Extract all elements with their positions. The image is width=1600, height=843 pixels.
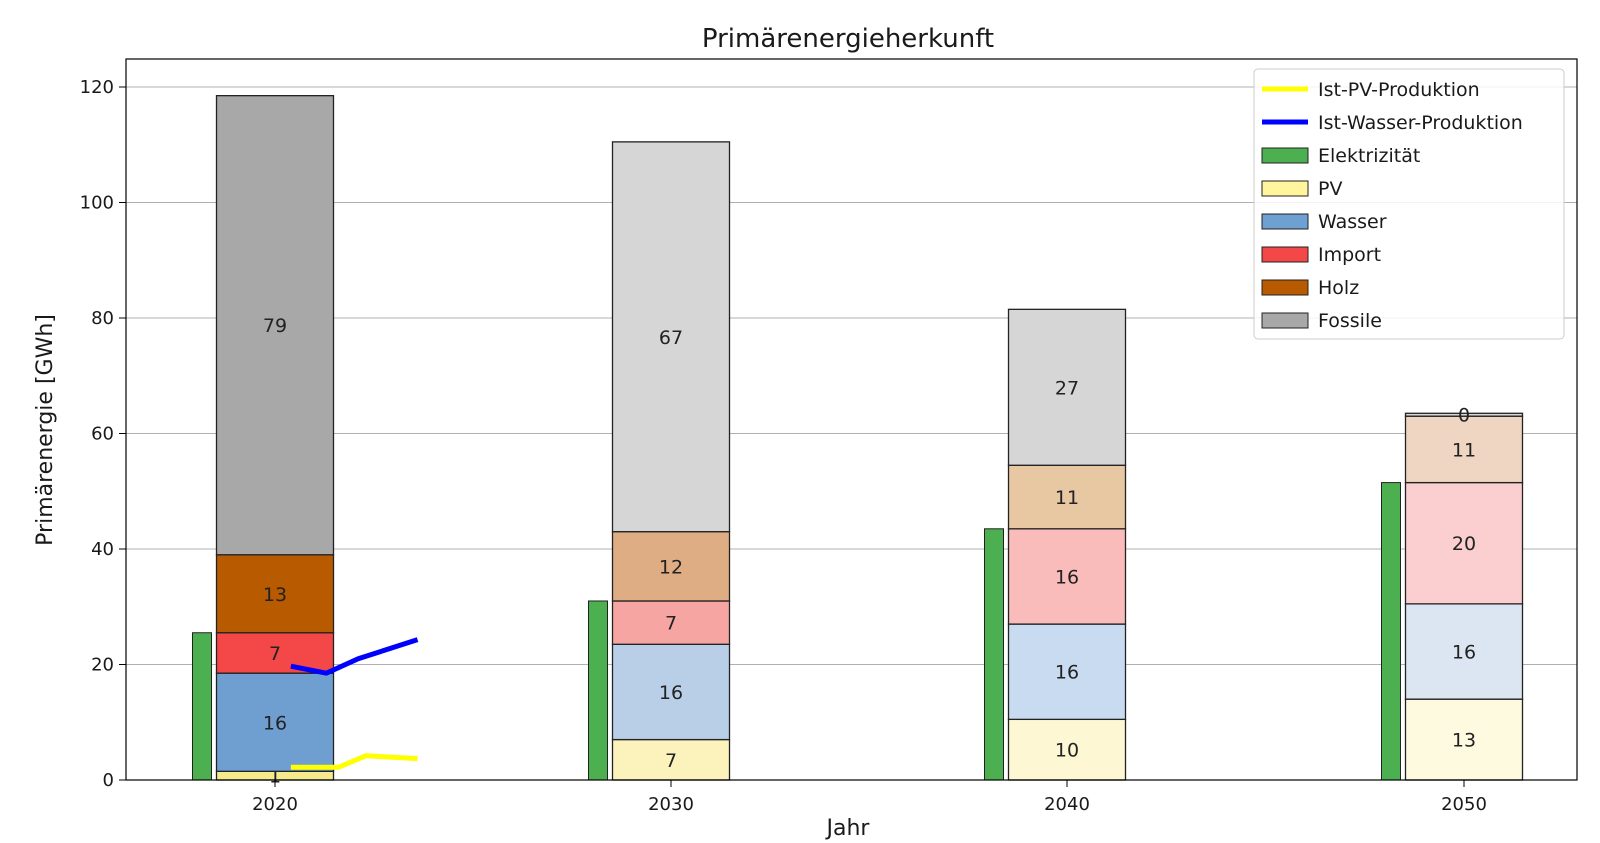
bar-segment-fossile (1007, 308, 1127, 466)
legend-patch-swatch (1261, 312, 1309, 329)
legend-patch-swatch (1261, 147, 1309, 164)
bar-segment-label: 7 (665, 613, 677, 635)
line-ist-pv-produktion (290, 753, 418, 770)
bar-segment-fossile (1404, 412, 1524, 417)
bar-segment-wasser (215, 672, 335, 772)
x-tick-label: 2030 (648, 794, 694, 815)
legend-entry-label: PV (1318, 178, 1342, 200)
chart-title: Primärenergieherkunft (702, 24, 994, 54)
bar-segment-pv (1007, 718, 1127, 781)
plot-frame (125, 58, 1578, 781)
bar-segment-label: 16 (263, 712, 287, 734)
bar-segment-import (1404, 481, 1524, 605)
bar-segment-label: 7 (665, 750, 677, 772)
bar-segment-label: 16 (1055, 662, 1079, 684)
bar-elektrizitaet (1381, 482, 1401, 781)
line-ist-wasser-produktion (290, 637, 419, 676)
bar-segment-label: 67 (659, 327, 683, 349)
bar-segment-pv (1404, 698, 1524, 781)
y-tick-label: 40 (91, 539, 114, 560)
y-tick-label: 20 (91, 655, 114, 676)
x-tick-label: 2050 (1441, 794, 1487, 815)
y-tick-label: 120 (80, 77, 114, 98)
legend-entry-label: Ist-PV-Produktion (1318, 79, 1480, 101)
y-axis-label: Primärenergie [GWh] (33, 314, 58, 546)
x-tick-label: 2040 (1044, 794, 1090, 815)
grid-lines (126, 86, 1577, 781)
y-tick-label: 0 (103, 770, 114, 791)
bar-segment-import (215, 632, 335, 674)
bar-segment-import (1007, 528, 1127, 625)
bar-segment-label: 11 (1452, 439, 1476, 461)
y-tick-label: 100 (80, 193, 114, 214)
legend: Ist-PV-Produktion Ist-Wasser-Produktion El… (1253, 68, 1565, 340)
bar-segment-holz (1404, 415, 1524, 484)
bar-segment-label: 13 (263, 584, 287, 606)
bar-segment-label: 16 (1055, 566, 1079, 588)
bar-segment-holz (215, 554, 335, 634)
bar-elektrizitaet (588, 600, 608, 781)
bar-segment-label: 16 (659, 682, 683, 704)
lines (290, 637, 419, 770)
legend-patch-swatch (1261, 246, 1309, 263)
x-tick-label: 2020 (252, 794, 298, 815)
legend-box (1253, 68, 1565, 340)
legend-patch-swatch (1261, 180, 1309, 197)
bar-segment-label: 16 (1452, 642, 1476, 664)
legend-entry-label: Elektrizität (1318, 145, 1420, 167)
bar-segment-label: 11 (1055, 487, 1079, 509)
legend-entry-label: Import (1318, 244, 1381, 266)
bar-segment-holz (1007, 464, 1127, 530)
y-tick-label: 80 (91, 308, 114, 329)
bar-segment-fossile (215, 95, 335, 556)
bar-segment-label: 0 (1458, 405, 1470, 427)
bar-elektrizitaet (192, 632, 212, 781)
bar-segment-label: 13 (1452, 730, 1476, 752)
legend-entry-label: Fossile (1318, 310, 1382, 332)
x-axis-label: Jahr (825, 816, 871, 841)
legend-patch-swatch (1261, 213, 1309, 230)
bar-segment-label: 10 (1055, 740, 1079, 762)
bar-segment-fossile (611, 141, 731, 533)
bar-segment-wasser (611, 643, 731, 741)
bar-segment-label: 20 (1452, 533, 1476, 555)
bar-segment-label: 7 (269, 643, 281, 665)
legend-entry-label: Ist-Wasser-Produktion (1318, 112, 1523, 134)
bar-segment-label: 79 (263, 315, 287, 337)
legend-patch-swatch (1261, 279, 1309, 296)
bar-segment-wasser (1007, 623, 1127, 721)
legend-entry-label: Holz (1318, 277, 1359, 299)
bar-elektrizitaet (984, 528, 1004, 781)
y-tick-label: 60 (91, 424, 114, 445)
bar-segment-label: 27 (1055, 377, 1079, 399)
bar-segment-holz (611, 531, 731, 602)
bar-segment-label: 12 (659, 556, 683, 578)
legend-entry-label: Wasser (1318, 211, 1387, 233)
bar-segment-wasser (1404, 603, 1524, 700)
